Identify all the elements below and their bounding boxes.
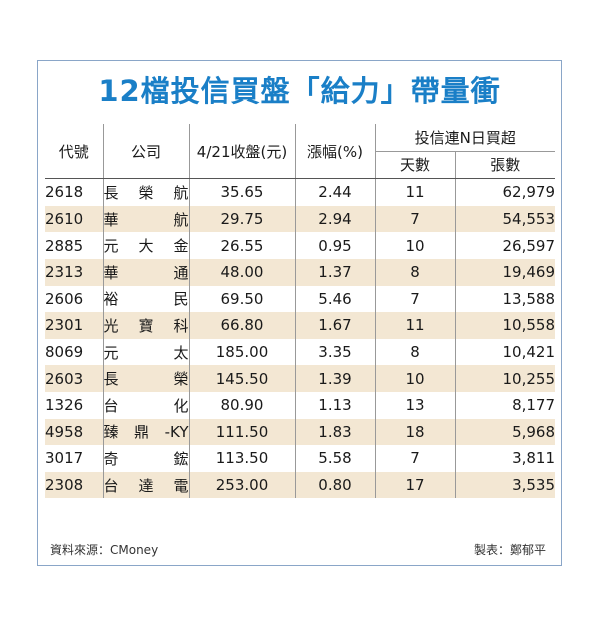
table-row: 3017 奇鋐 113.50 5.58 7 3,811 (45, 445, 556, 472)
table-row: 2606 裕民 69.50 5.46 7 13,588 (45, 285, 556, 313)
header-close: 4/21收盤(元) (188, 124, 295, 180)
cell-code: 2603 (45, 365, 103, 392)
table-row: 2603 長榮 145.50 1.39 10 10,255 (45, 365, 556, 392)
cell-change: 2.94 (294, 205, 375, 233)
cell-change: 5.46 (294, 285, 375, 313)
source-note: 資料來源：CMoney (50, 543, 159, 557)
cell-company: 台達電 (102, 471, 189, 499)
cell-shares: 10,421 (454, 338, 556, 366)
cell-code: 4958 (45, 418, 103, 446)
table-row: 8069 元太 185.00 3.35 8 10,421 (45, 338, 556, 366)
table-row: 2313 華通 48.00 1.37 8 19,469 (45, 258, 556, 286)
cell-change: 1.13 (294, 391, 375, 419)
cell-close: 35.65 (188, 178, 295, 206)
table-card: 12檔投信買盤「給力」帶量衝 代號 公司 4/21收盤(元) 漲幅(%) 投信連… (37, 60, 562, 566)
table-row: 2308 台達電 253.00 0.80 17 3,535 (45, 471, 556, 499)
cell-close: 111.50 (188, 418, 295, 446)
cell-shares: 13,588 (454, 285, 556, 313)
cell-close: 29.75 (188, 205, 295, 233)
cell-close: 145.50 (188, 365, 295, 392)
cell-code: 2885 (45, 236, 84, 255)
cell-close: 26.55 (188, 232, 295, 259)
cell-change: 5.58 (294, 445, 375, 472)
cell-shares: 3,535 (454, 471, 556, 499)
header-days: 天數 (374, 151, 455, 180)
cell-days: 11 (374, 178, 455, 206)
cell-close: 48.00 (188, 258, 295, 286)
table-title: 12檔投信買盤「給力」帶量衝 (98, 74, 501, 108)
table-body: 2618 長榮航 35.65 2.44 11 62,979 2610 華航 29.75 2.94 7… (45, 178, 556, 499)
cell-shares: 10,255 (454, 365, 556, 392)
header-change: 漲幅(%) (294, 124, 375, 180)
cell-code: 8069 (45, 343, 84, 362)
cell-code: 2606 (45, 289, 84, 308)
table-row: 2610 華航 29.75 2.94 7 54,553 (45, 205, 556, 233)
header-group: 投信連N日買超 (374, 124, 556, 152)
cell-change: 2.44 (294, 178, 375, 206)
cell-company: 光寶科 (102, 312, 189, 339)
cell-company: 臻鼎-KY (102, 418, 189, 446)
table-row: 2618 長榮航 35.65 2.44 11 62,979 (45, 178, 556, 206)
header-shares: 張數 (454, 151, 556, 180)
cell-days: 7 (374, 205, 455, 233)
cell-change: 0.80 (294, 471, 375, 499)
cell-company: 台化 (102, 391, 189, 419)
cell-shares: 8,177 (454, 391, 556, 419)
cell-change: 1.67 (294, 312, 375, 339)
cell-days: 13 (374, 391, 455, 419)
cell-company: 元大金 (102, 232, 189, 259)
stock-table: 代號 公司 4/21收盤(元) 漲幅(%) 投信連N日買超 天數 張數 2618… (45, 124, 556, 499)
cell-days: 10 (374, 365, 455, 392)
cell-change: 3.35 (294, 338, 375, 366)
cell-days: 8 (374, 258, 455, 286)
cell-close: 69.50 (188, 285, 295, 313)
cell-days: 10 (374, 232, 455, 259)
cell-days: 11 (374, 312, 455, 339)
cell-shares: 62,979 (454, 178, 556, 206)
cell-company: 華通 (102, 258, 189, 286)
cell-company: 華航 (102, 205, 189, 233)
cell-close: 253.00 (188, 471, 295, 499)
header-company: 公司 (102, 124, 189, 180)
cell-code: 2610 (45, 205, 103, 233)
cell-code: 2308 (45, 471, 103, 499)
cell-change: 1.83 (294, 418, 375, 446)
maker-note: 製表：鄭郁平 (473, 543, 546, 557)
header-code: 代號 (45, 124, 103, 180)
cell-close: 185.00 (188, 338, 295, 366)
table-row: 2885 元大金 26.55 0.95 10 26,597 (45, 232, 556, 259)
cell-close: 66.80 (188, 312, 295, 339)
table-row: 4958 臻鼎-KY 111.50 1.83 18 5,968 (45, 418, 556, 446)
cell-days: 17 (374, 471, 455, 499)
cell-shares: 26,597 (454, 232, 556, 259)
cell-change: 1.39 (294, 365, 375, 392)
cell-shares: 10,558 (454, 312, 556, 339)
cell-shares: 19,469 (454, 258, 556, 286)
cell-company: 元太 (102, 338, 189, 366)
cell-change: 1.37 (294, 258, 375, 286)
cell-shares: 3,811 (454, 445, 556, 472)
cell-change: 0.95 (294, 232, 375, 259)
cell-code: 3017 (45, 449, 84, 468)
cell-shares: 5,968 (454, 418, 556, 446)
cell-code: 2301 (45, 312, 103, 339)
cell-company: 長榮航 (102, 178, 189, 206)
cell-days: 8 (374, 338, 455, 366)
cell-company: 奇鋐 (102, 445, 189, 472)
cell-close: 80.90 (188, 391, 295, 419)
cell-company: 長榮 (102, 365, 189, 392)
table-row: 2301 光寶科 66.80 1.67 11 10,558 (45, 312, 556, 339)
cell-days: 7 (374, 445, 455, 472)
cell-code: 1326 (45, 396, 84, 415)
cell-shares: 54,553 (454, 205, 556, 233)
cell-close: 113.50 (188, 445, 295, 472)
table-row: 1326 台化 80.90 1.13 13 8,177 (45, 391, 556, 419)
cell-code: 2313 (45, 258, 103, 286)
cell-days: 7 (374, 285, 455, 313)
cell-company: 裕民 (102, 285, 189, 313)
cell-code: 2618 (45, 183, 84, 202)
cell-days: 18 (374, 418, 455, 446)
